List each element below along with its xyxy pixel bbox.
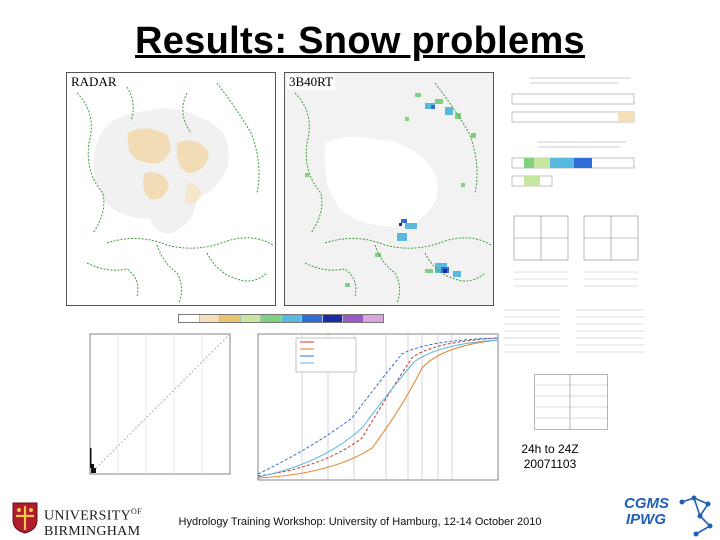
validation-figure: RADAR 3B40RT [66, 72, 648, 492]
summary-table-graphic [534, 374, 608, 430]
footer-text: Hydrology Training Workshop: University … [178, 516, 542, 528]
radar-map: RADAR [66, 72, 276, 306]
university-of-birmingham-logo: UNIVERSITYOF BIRMINGHAM [12, 502, 162, 539]
radar-map-graphic [67, 73, 275, 305]
uob-of: OF [131, 507, 142, 516]
colorbar-swatch [260, 315, 281, 322]
colorbar-swatch [301, 315, 322, 322]
slide-title: Results: Snow problems [134, 20, 585, 62]
satellite-map-label: 3B40RT [287, 74, 336, 90]
colorbar-swatch [362, 315, 383, 322]
satellite-map-graphic [285, 73, 493, 305]
colorbar-swatch [179, 315, 199, 322]
period-line1: 24h to 24Z [521, 442, 579, 456]
radar-map-label: RADAR [69, 74, 119, 90]
colorbar-swatch [280, 315, 301, 322]
cgms-ipwg-logo: CGMS IPWG [612, 494, 716, 538]
uob-crest-icon [12, 502, 38, 534]
colorbar-swatch [321, 315, 342, 322]
scatter-plot [89, 333, 231, 475]
colorbar-swatch [342, 315, 363, 322]
colorbar-swatch [239, 315, 260, 322]
cgms-line1: CGMS [624, 495, 669, 512]
colorbar-swatch [198, 315, 219, 322]
cgms-network-icon [679, 495, 713, 537]
period-label: 24h to 24Z 20071103 [500, 442, 600, 472]
uob-line2: BIRMINGHAM [44, 523, 141, 539]
colorbar-swatch [219, 315, 240, 322]
cumulative-distribution-plot [257, 333, 499, 481]
rain-rate-colorbar [178, 314, 384, 323]
uob-line1: UNIVERSITY [44, 508, 131, 524]
period-line2: 20071103 [523, 457, 577, 471]
statistics-panel-graphic [504, 77, 644, 353]
satellite-map: 3B40RT [284, 72, 494, 306]
statistics-panel [500, 72, 648, 492]
cgms-line2: IPWG [626, 511, 666, 528]
